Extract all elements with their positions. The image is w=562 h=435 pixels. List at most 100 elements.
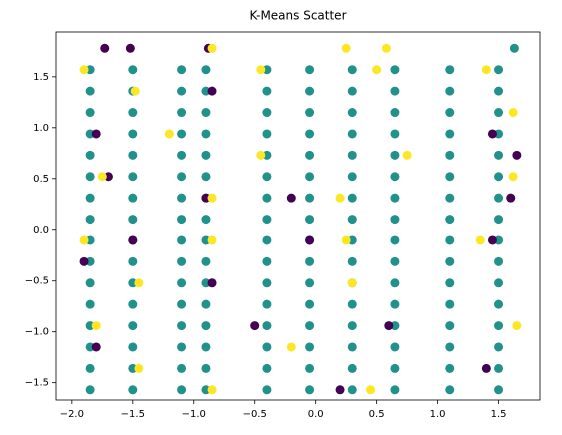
point bbox=[177, 342, 187, 352]
point bbox=[390, 256, 400, 266]
point bbox=[177, 193, 187, 203]
point bbox=[506, 193, 516, 203]
x-tick-label: −0.5 bbox=[243, 409, 267, 420]
point bbox=[494, 215, 504, 225]
point bbox=[445, 172, 455, 182]
point bbox=[390, 65, 400, 75]
point bbox=[134, 363, 144, 373]
point bbox=[91, 321, 101, 331]
point bbox=[305, 65, 315, 75]
point bbox=[134, 278, 144, 288]
point bbox=[347, 193, 357, 203]
y-tick-label: −1.5 bbox=[25, 378, 49, 389]
point bbox=[508, 108, 518, 118]
point bbox=[262, 129, 272, 139]
point bbox=[262, 342, 272, 352]
point bbox=[512, 150, 522, 160]
point bbox=[494, 150, 504, 160]
point bbox=[445, 278, 455, 288]
point bbox=[305, 235, 315, 245]
point bbox=[390, 342, 400, 352]
point bbox=[445, 363, 455, 373]
point bbox=[445, 86, 455, 96]
point bbox=[445, 129, 455, 139]
point bbox=[85, 363, 95, 373]
point bbox=[494, 299, 504, 309]
point bbox=[402, 150, 412, 160]
point bbox=[390, 108, 400, 118]
point bbox=[85, 278, 95, 288]
y-tick-label: 0.5 bbox=[33, 174, 49, 185]
point bbox=[390, 299, 400, 309]
point bbox=[305, 256, 315, 266]
point bbox=[445, 385, 455, 395]
point bbox=[390, 86, 400, 96]
point bbox=[305, 193, 315, 203]
point bbox=[256, 65, 266, 75]
point bbox=[91, 342, 101, 352]
point bbox=[494, 65, 504, 75]
point bbox=[262, 278, 272, 288]
point bbox=[177, 321, 187, 331]
y-tick-label: 1.5 bbox=[33, 72, 49, 83]
point bbox=[177, 108, 187, 118]
point bbox=[341, 235, 351, 245]
point bbox=[508, 172, 518, 182]
point bbox=[347, 342, 357, 352]
point bbox=[487, 235, 497, 245]
point bbox=[494, 172, 504, 182]
point bbox=[85, 215, 95, 225]
point bbox=[509, 43, 519, 53]
point bbox=[347, 385, 357, 395]
point bbox=[494, 86, 504, 96]
point bbox=[79, 235, 89, 245]
point bbox=[128, 235, 138, 245]
point bbox=[177, 385, 187, 395]
point bbox=[128, 193, 138, 203]
point bbox=[201, 299, 211, 309]
point bbox=[494, 278, 504, 288]
x-tick-label: 0.0 bbox=[308, 409, 324, 420]
point bbox=[347, 321, 357, 331]
y-tick-label: −0.5 bbox=[25, 276, 49, 287]
point bbox=[494, 108, 504, 118]
point bbox=[128, 172, 138, 182]
point bbox=[164, 129, 174, 139]
point bbox=[262, 256, 272, 266]
point bbox=[130, 86, 140, 96]
point bbox=[384, 321, 394, 331]
point bbox=[305, 215, 315, 225]
point bbox=[445, 342, 455, 352]
point bbox=[85, 299, 95, 309]
point bbox=[177, 129, 187, 139]
point bbox=[177, 150, 187, 160]
point bbox=[262, 193, 272, 203]
point bbox=[494, 385, 504, 395]
point bbox=[445, 108, 455, 118]
point bbox=[201, 172, 211, 182]
point bbox=[494, 256, 504, 266]
point bbox=[177, 172, 187, 182]
point bbox=[445, 256, 455, 266]
point bbox=[207, 278, 217, 288]
y-tick-label: −1.0 bbox=[25, 327, 49, 338]
point bbox=[305, 86, 315, 96]
point bbox=[390, 129, 400, 139]
point bbox=[347, 129, 357, 139]
point bbox=[347, 299, 357, 309]
point bbox=[335, 193, 345, 203]
point bbox=[128, 108, 138, 118]
point bbox=[79, 256, 89, 266]
point bbox=[286, 193, 296, 203]
point bbox=[347, 278, 357, 288]
point bbox=[97, 172, 107, 182]
point bbox=[390, 385, 400, 395]
point bbox=[128, 150, 138, 160]
point bbox=[207, 235, 217, 245]
point bbox=[445, 150, 455, 160]
point bbox=[305, 385, 315, 395]
point bbox=[494, 321, 504, 331]
point bbox=[305, 150, 315, 160]
point bbox=[177, 256, 187, 266]
point bbox=[85, 193, 95, 203]
